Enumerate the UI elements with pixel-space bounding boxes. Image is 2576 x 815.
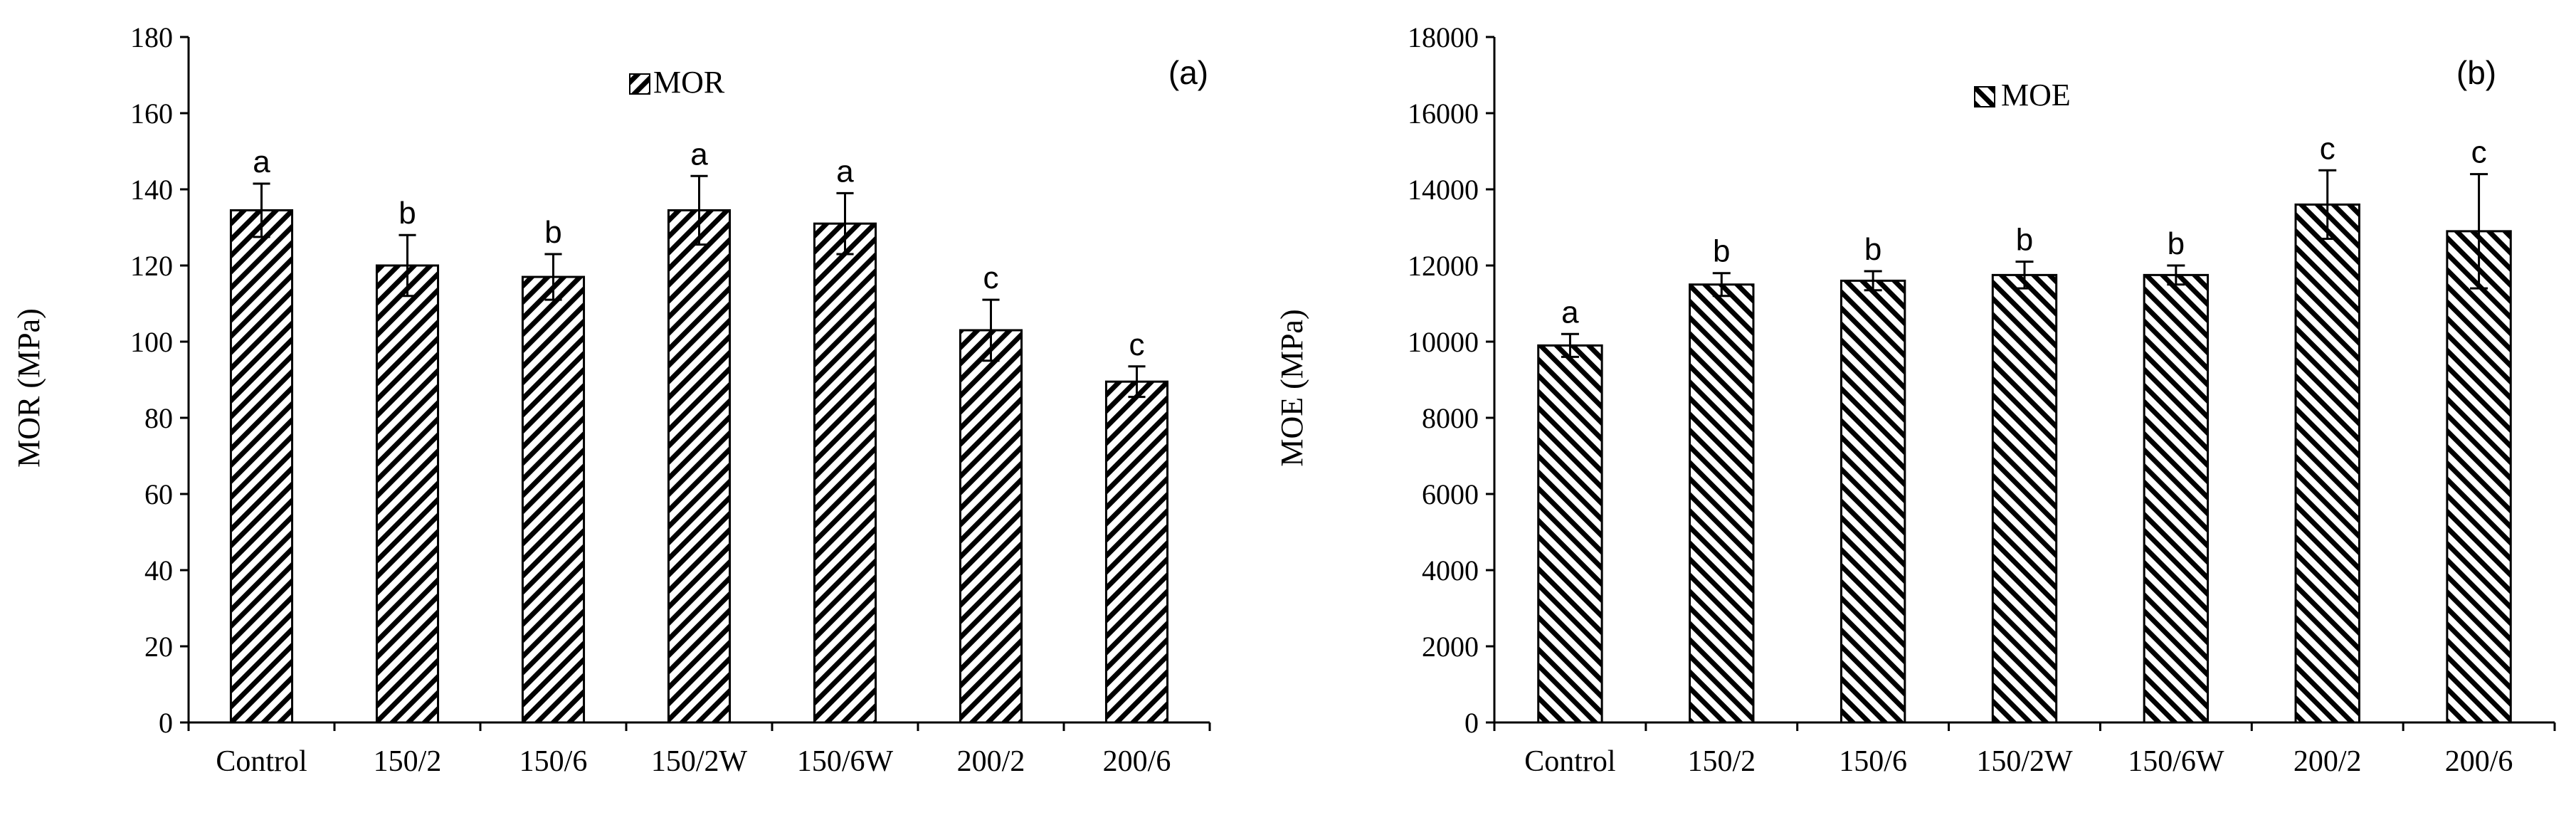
legend-label: MOE bbox=[2001, 78, 2071, 112]
x-tick-label: 150/2 bbox=[374, 745, 442, 778]
x-tick-label: Control bbox=[216, 745, 307, 778]
bar bbox=[229, 209, 294, 724]
significance-label: b bbox=[2168, 226, 2185, 261]
significance-label: b bbox=[1864, 232, 1881, 267]
bar bbox=[375, 264, 440, 724]
y-tick-label: 40 bbox=[144, 554, 173, 587]
legend-swatch bbox=[629, 73, 650, 95]
chart-panel-mor: MOR (MPa) (a) MOR 0 20 40 60 80 100 120 140 160 1… bbox=[11, 21, 1211, 778]
x-tick-label: 200/2 bbox=[957, 745, 1025, 778]
bar bbox=[2294, 203, 2360, 724]
y-tick-label: 10000 bbox=[1408, 326, 1479, 358]
x-tick-label: 150/6W bbox=[2128, 745, 2224, 778]
y-tick-label: 18000 bbox=[1408, 21, 1479, 53]
bar bbox=[1991, 273, 2058, 724]
y-axis-title: MOR (MPa) bbox=[11, 308, 46, 468]
y-tick-label: 20 bbox=[144, 631, 173, 663]
significance-label: b bbox=[1713, 234, 1730, 269]
y-tick-label: 80 bbox=[144, 402, 173, 434]
x-tick-label: 200/6 bbox=[2445, 745, 2513, 778]
significance-label: b bbox=[398, 196, 416, 231]
y-tick-label: 160 bbox=[130, 98, 173, 130]
significance-label: c bbox=[2320, 131, 2335, 166]
y-tick-label: 0 bbox=[1464, 707, 1479, 739]
y-tick-label: 180 bbox=[130, 21, 173, 53]
bar bbox=[521, 275, 586, 724]
x-tick-label: 150/6 bbox=[519, 745, 588, 778]
x-tick-label: 150/6 bbox=[1839, 745, 1907, 778]
bar bbox=[813, 222, 877, 724]
y-tick-label: 140 bbox=[130, 174, 173, 206]
y-axis-title: MOE (MPa) bbox=[1274, 309, 1309, 466]
y-tick-label: 0 bbox=[159, 707, 173, 739]
x-tick-label: 150/2W bbox=[651, 745, 748, 778]
x-tick-label: 150/2 bbox=[1687, 745, 1756, 778]
bar bbox=[2143, 273, 2210, 724]
significance-label: a bbox=[690, 137, 708, 172]
y-tick-label: 60 bbox=[144, 478, 173, 510]
panel-label: (a) bbox=[1168, 54, 1208, 91]
panel-label: (b) bbox=[2456, 54, 2496, 91]
bar bbox=[1537, 344, 1603, 724]
x-tick-label: 150/2W bbox=[1976, 745, 2073, 778]
chart-panel-moe: MOE (MPa) (b) MOE 0 2000 4000 6000 8000 10000… bbox=[1274, 21, 2556, 778]
y-tick-label: 120 bbox=[130, 250, 173, 282]
significance-label: c bbox=[2471, 135, 2487, 170]
significance-label: a bbox=[253, 144, 270, 179]
significance-label: a bbox=[836, 154, 854, 189]
bar bbox=[1839, 279, 1906, 724]
significance-label: c bbox=[983, 261, 999, 295]
y-tick-label: 8000 bbox=[1422, 402, 1479, 434]
y-tick-label: 2000 bbox=[1422, 631, 1479, 663]
significance-label: c bbox=[1129, 327, 1145, 362]
y-tick-label: 14000 bbox=[1408, 174, 1479, 206]
legend-swatch bbox=[1974, 86, 1995, 107]
legend: MOR bbox=[629, 65, 725, 100]
bar bbox=[1689, 283, 1755, 724]
y-tick-label: 4000 bbox=[1422, 554, 1479, 587]
bar bbox=[667, 209, 732, 724]
bar bbox=[959, 329, 1023, 724]
x-tick-label: 150/6W bbox=[797, 745, 894, 778]
x-tick-label: 200/6 bbox=[1103, 745, 1171, 778]
bar bbox=[2446, 230, 2512, 724]
legend: MOE bbox=[1974, 78, 2071, 112]
x-tick-label: Control bbox=[1524, 745, 1615, 778]
bar bbox=[1104, 380, 1169, 724]
y-tick-label: 100 bbox=[130, 326, 173, 358]
y-tick-label: 16000 bbox=[1408, 98, 1479, 130]
y-tick-label: 6000 bbox=[1422, 478, 1479, 510]
y-tick-label: 12000 bbox=[1408, 250, 1479, 282]
legend-label: MOR bbox=[653, 65, 725, 100]
significance-label: a bbox=[1561, 295, 1579, 330]
significance-label: b bbox=[544, 215, 561, 250]
x-tick-label: 200/2 bbox=[2293, 745, 2362, 778]
significance-label: b bbox=[2016, 223, 2033, 258]
